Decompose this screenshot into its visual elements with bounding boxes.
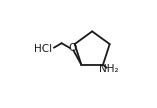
Text: NH₂: NH₂ (99, 64, 119, 74)
Text: HCl: HCl (34, 44, 52, 54)
Text: O: O (68, 43, 76, 53)
